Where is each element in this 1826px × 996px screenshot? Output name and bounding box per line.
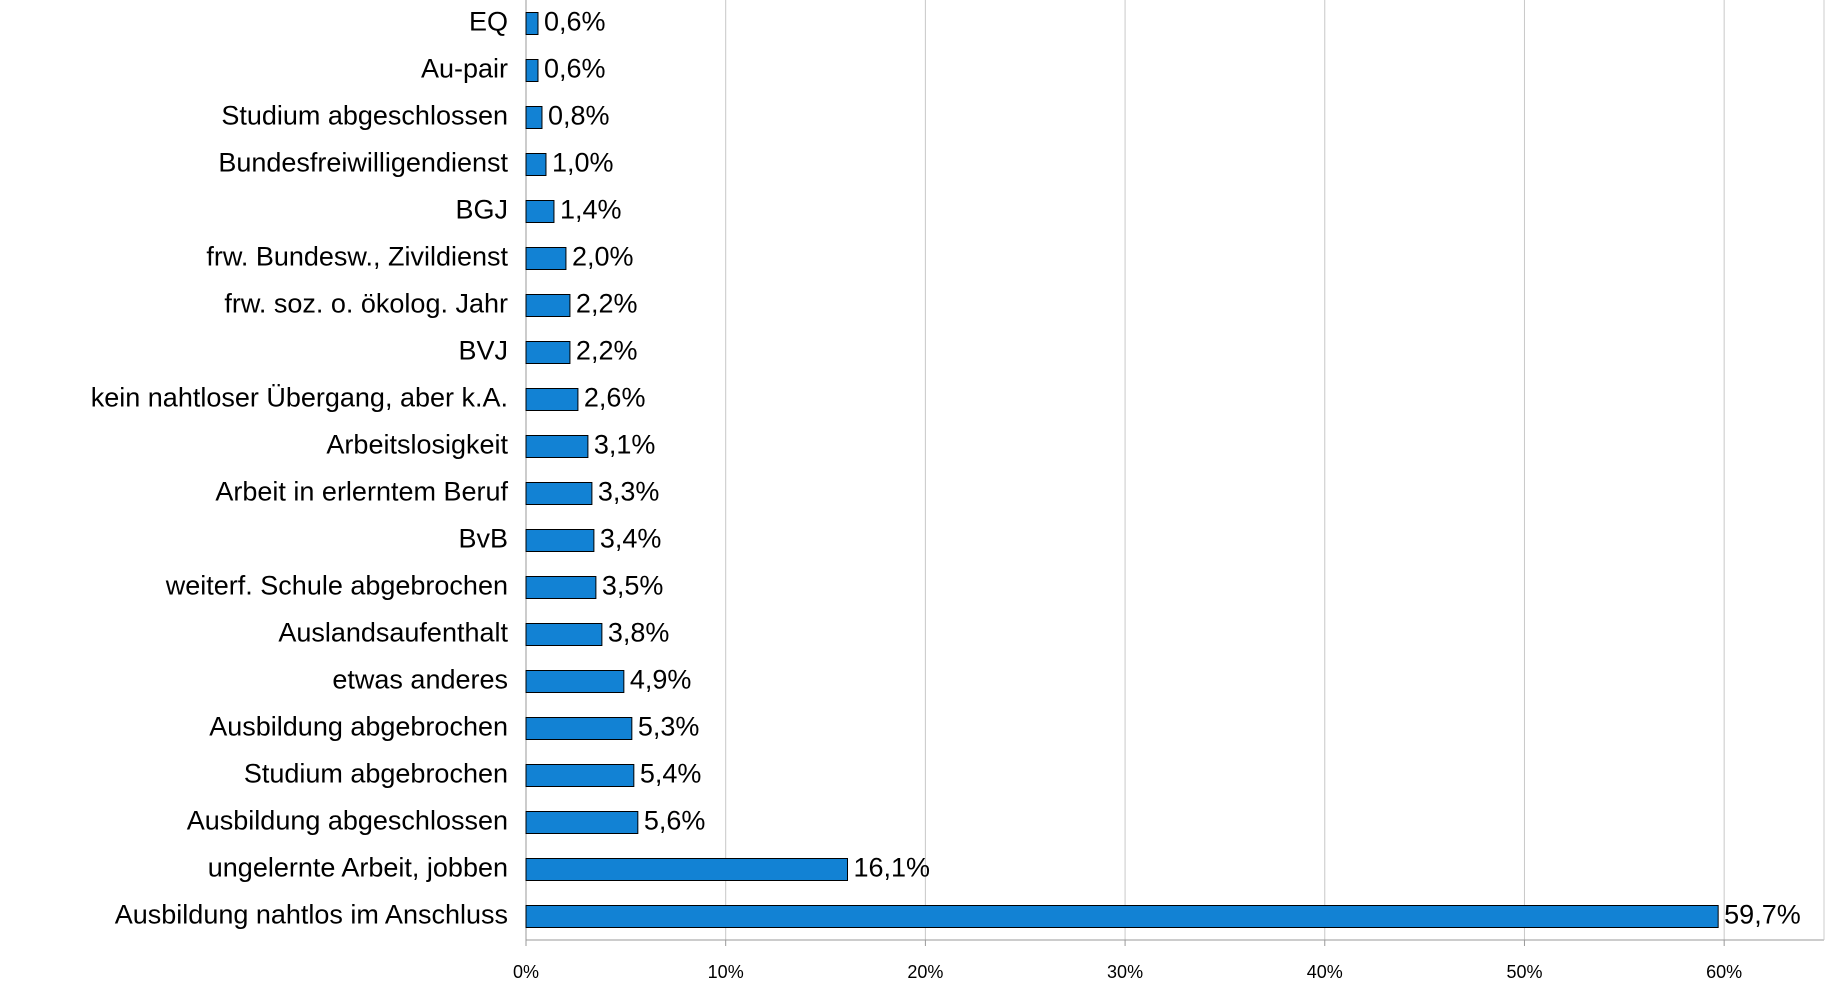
value-label: 4,9% xyxy=(630,665,692,695)
x-tick-label: 30% xyxy=(1107,962,1143,982)
bar xyxy=(525,294,571,317)
category-label: Studium abgeschlossen xyxy=(221,101,508,131)
category-label: Arbeitslosigkeit xyxy=(326,430,508,460)
value-label: 3,4% xyxy=(600,524,662,554)
value-label: 59,7% xyxy=(1724,900,1801,930)
value-label: 0,8% xyxy=(548,101,610,131)
bar xyxy=(525,435,589,458)
category-label: frw. soz. o. ökolog. Jahr xyxy=(224,289,508,319)
value-label: 2,2% xyxy=(576,336,638,366)
category-label: BVJ xyxy=(458,336,508,366)
category-label: kein nahtloser Übergang, aber k.A. xyxy=(91,383,508,413)
category-label: Au-pair xyxy=(421,54,508,84)
x-tick-label: 0% xyxy=(513,962,539,982)
category-label: Ausbildung nahtlos im Anschluss xyxy=(115,900,508,930)
value-label: 3,8% xyxy=(608,618,670,648)
value-label: 5,6% xyxy=(644,806,706,836)
category-label: Ausbildung abgebrochen xyxy=(209,712,508,742)
bar xyxy=(525,764,635,787)
category-label: ungelernte Arbeit, jobben xyxy=(208,853,508,883)
value-label: 3,3% xyxy=(598,477,660,507)
category-label: BGJ xyxy=(455,195,508,225)
bar xyxy=(525,106,543,129)
bar xyxy=(525,341,571,364)
value-label: 1,0% xyxy=(552,148,614,178)
category-label: Bundesfreiwilligendienst xyxy=(218,148,508,178)
value-label: 3,1% xyxy=(594,430,656,460)
category-label: Auslandsaufenthalt xyxy=(278,618,508,648)
bar xyxy=(525,153,547,176)
bar xyxy=(525,59,539,82)
category-label: Ausbildung abgeschlossen xyxy=(187,806,508,836)
value-label: 2,2% xyxy=(576,289,638,319)
bar xyxy=(525,858,849,881)
bar xyxy=(525,482,593,505)
category-label: EQ xyxy=(469,7,508,37)
category-label: weiterf. Schule abgebrochen xyxy=(165,571,508,601)
value-label: 2,6% xyxy=(584,383,646,413)
value-label: 3,5% xyxy=(602,571,664,601)
bar xyxy=(525,576,597,599)
x-tick-label: 60% xyxy=(1706,962,1742,982)
bar xyxy=(525,247,567,270)
category-label: Arbeit in erlerntem Beruf xyxy=(215,477,508,507)
value-label: 0,6% xyxy=(544,7,606,37)
bar xyxy=(525,200,555,223)
value-label: 16,1% xyxy=(854,853,931,883)
bar xyxy=(525,529,595,552)
x-tick-label: 20% xyxy=(907,962,943,982)
value-label: 5,4% xyxy=(640,759,702,789)
value-label: 0,6% xyxy=(544,54,606,84)
x-tick-label: 40% xyxy=(1307,962,1343,982)
bar xyxy=(525,623,603,646)
bar xyxy=(525,388,579,411)
bar xyxy=(525,905,1719,928)
x-tick-label: 10% xyxy=(708,962,744,982)
value-label: 5,3% xyxy=(638,712,700,742)
x-tick-label: 50% xyxy=(1506,962,1542,982)
bar xyxy=(525,811,639,834)
category-label: BvB xyxy=(458,524,508,554)
value-label: 2,0% xyxy=(572,242,634,272)
bar xyxy=(525,717,633,740)
category-label: Studium abgebrochen xyxy=(244,759,508,789)
category-label: frw. Bundesw., Zivildienst xyxy=(206,242,508,272)
category-label: etwas anderes xyxy=(332,665,508,695)
value-label: 1,4% xyxy=(560,195,622,225)
bar xyxy=(525,670,625,693)
bar xyxy=(525,12,539,35)
